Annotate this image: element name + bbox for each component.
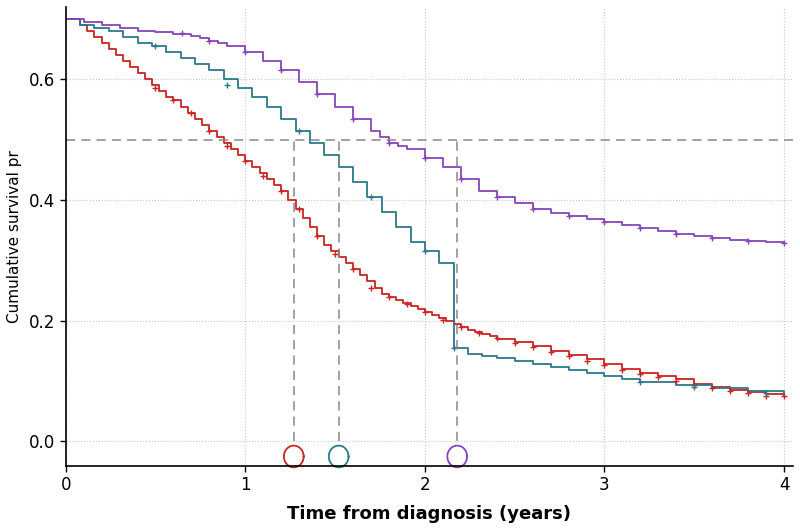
X-axis label: Time from diagnosis (years): Time from diagnosis (years) — [287, 505, 571, 523]
Y-axis label: Cumulative survival pr: Cumulative survival pr — [7, 150, 22, 323]
